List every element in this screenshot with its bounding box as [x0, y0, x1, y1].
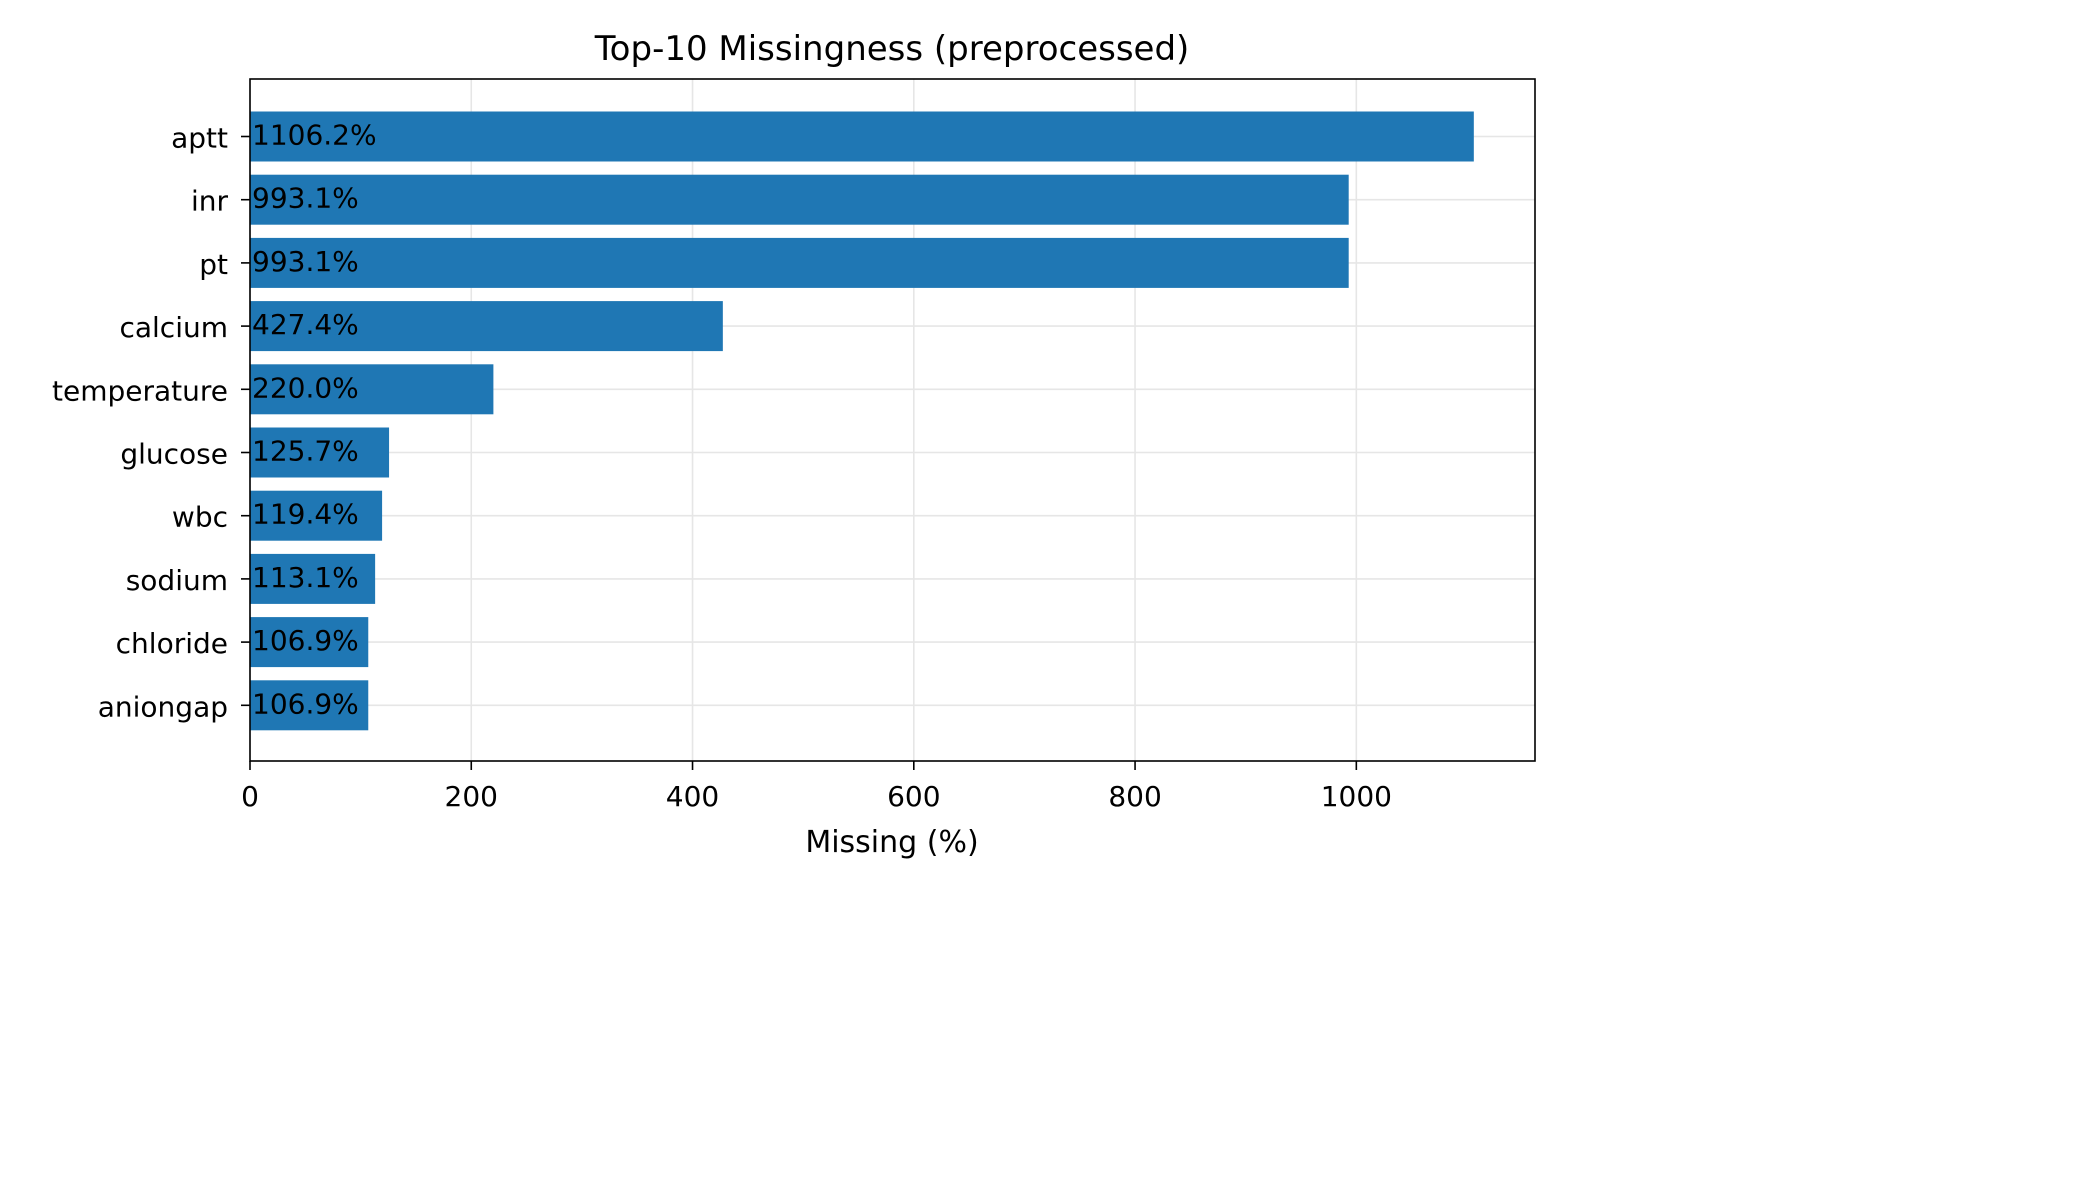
chart-figure: 1106.2% 993.1% 993.1% 427.4% 220.0% 125.7% 119… [52, 29, 1536, 860]
y-tick-label: sodium [126, 564, 228, 597]
bars [250, 111, 1474, 731]
bar-glucose [250, 427, 390, 478]
bar-calcium [250, 301, 723, 352]
bar-sodium [250, 553, 376, 604]
bar-chloride [250, 617, 369, 668]
data-label-aptt: 1106.2% [252, 119, 377, 152]
bar-inr [250, 174, 1349, 225]
bar-pt [250, 237, 1349, 288]
plot-area-frame [249, 78, 1536, 762]
data-label-aniongap: 106.9% [252, 687, 359, 720]
x-axis-label: Missing (%) [805, 825, 978, 860]
x-axis-ticks: 0 200 400 600 800 1000 [241, 761, 1392, 813]
data-labels: 1106.2% 993.1% 993.1% 427.4% 220.0% 125.7% 119… [252, 119, 377, 721]
y-tick-label: inr [191, 185, 229, 218]
data-label-pt: 993.1% [252, 245, 359, 278]
chart-title: Top-10 Missingness (preprocessed) [594, 29, 1190, 69]
data-label-chloride: 106.9% [252, 624, 359, 657]
data-label-temperature: 220.0% [252, 371, 359, 404]
x-tick-label: 1000 [1321, 780, 1392, 813]
data-label-inr: 993.1% [252, 182, 359, 215]
bar-chart: 1106.2% 993.1% 993.1% 427.4% 220.0% 125.7% 119… [52, 29, 1536, 860]
x-tick-label: 0 [241, 780, 259, 813]
y-tick-label: aptt [171, 122, 228, 155]
y-tick-label: calcium [119, 311, 228, 344]
bar-temperature [250, 364, 494, 415]
x-tick-label: 200 [445, 780, 498, 813]
y-tick-label: wbc [172, 501, 228, 534]
x-tick-label: 600 [887, 780, 940, 813]
y-axis-ticks: aptt inr pt calcium temperature glucose wbc sod… [52, 122, 250, 723]
bar-aniongap [250, 680, 369, 731]
data-label-glucose: 125.7% [252, 435, 359, 468]
y-tick-label: temperature [52, 374, 228, 407]
y-tick-label: aniongap [98, 690, 228, 723]
y-tick-label: glucose [120, 438, 228, 471]
data-label-calcium: 427.4% [252, 308, 359, 341]
data-label-sodium: 113.1% [252, 561, 359, 594]
data-label-wbc: 119.4% [252, 498, 359, 531]
y-tick-label: pt [199, 248, 228, 281]
x-tick-label: 800 [1108, 780, 1161, 813]
bar-wbc [250, 490, 383, 541]
y-tick-label: chloride [116, 627, 228, 660]
bar-aptt [250, 111, 1474, 162]
x-tick-label: 400 [666, 780, 719, 813]
